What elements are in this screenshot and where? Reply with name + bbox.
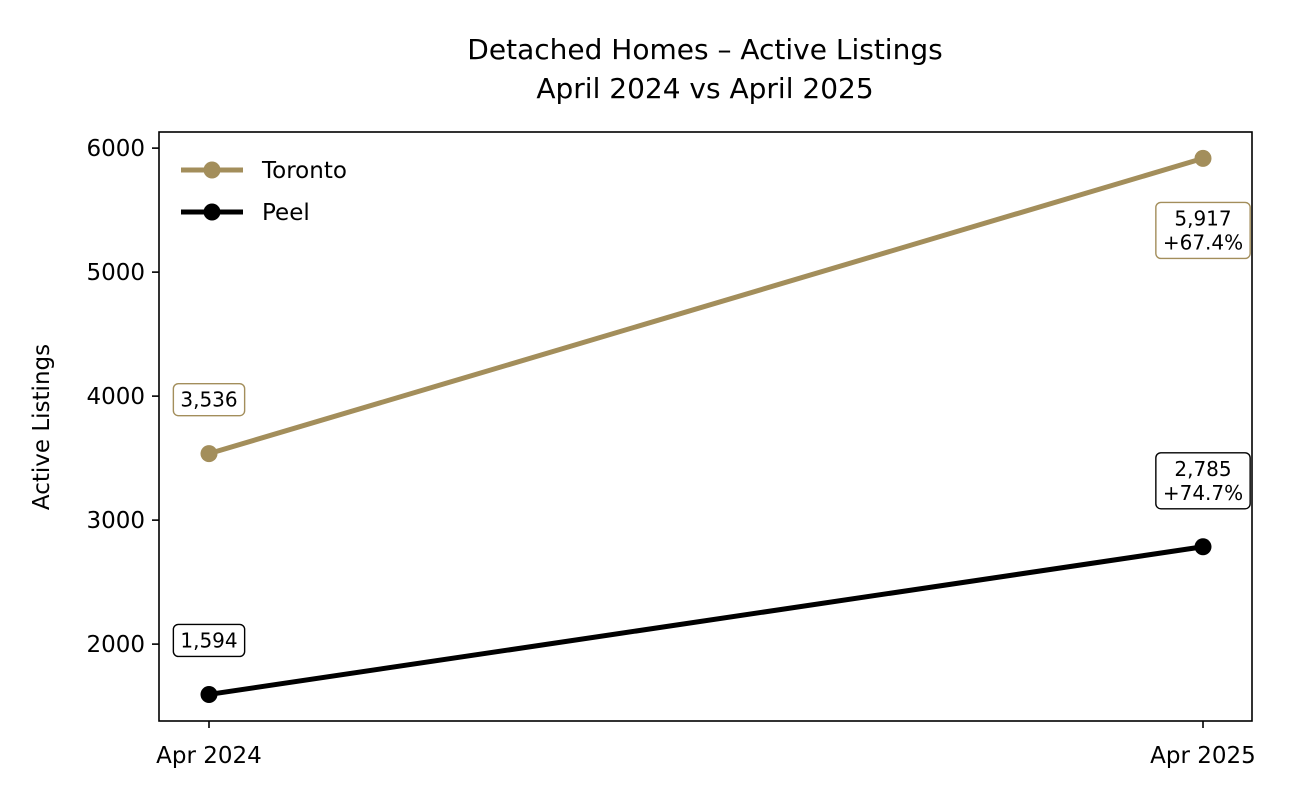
- data-label-text: +67.4%: [1163, 230, 1243, 254]
- y-axis-label: Active Listings: [29, 344, 55, 510]
- data-label-toronto: 5,917+67.4%: [1155, 201, 1251, 260]
- data-point-toronto: [1194, 149, 1212, 167]
- data-label-box: [172, 623, 246, 658]
- data-point-toronto: [200, 445, 218, 463]
- y-tick-label: 2000: [86, 632, 145, 658]
- x-tick-label: Apr 2025: [1150, 743, 1256, 769]
- data-label-text: 5,917: [1174, 206, 1231, 230]
- chart-subtitle: April 2024 vs April 2025: [536, 72, 873, 105]
- legend-label-peel: Peel: [262, 200, 310, 226]
- plot-area: [158, 131, 1253, 722]
- data-label-box: [172, 382, 246, 417]
- data-label-peel: 1,594: [172, 623, 246, 658]
- data-label-peel: 2,785+74.7%: [1155, 452, 1251, 510]
- data-label-box: [1155, 452, 1251, 510]
- series-line-peel: [208, 544, 1204, 697]
- chart-title: Detached Homes – Active Listings: [467, 33, 942, 66]
- y-tick-label: 6000: [86, 136, 145, 162]
- data-point-peel: [200, 685, 218, 703]
- legend: Toronto Peel: [181, 158, 347, 226]
- data-label-text: 3,536: [180, 388, 237, 412]
- y-axis: 2000 3000 4000 5000 6000: [86, 136, 159, 658]
- data-label-text: +74.7%: [1163, 481, 1243, 505]
- data-label-text: 2,785: [1174, 457, 1231, 481]
- y-tick-label: 3000: [86, 508, 145, 534]
- x-axis: Apr 2024 Apr 2025: [156, 721, 1256, 769]
- annotation-layer: 3,536 5,917+67.4% 1,594 2,785+74.7%: [172, 201, 1251, 658]
- x-tick-label: Apr 2024: [156, 743, 262, 769]
- data-label-text: 1,594: [180, 628, 237, 652]
- series-layer: [200, 149, 1212, 703]
- legend-marker-toronto: [203, 161, 221, 179]
- y-tick-label: 5000: [86, 260, 145, 286]
- data-point-peel: [1194, 538, 1212, 556]
- data-label-box: [1155, 201, 1251, 260]
- y-tick-label: 4000: [86, 384, 145, 410]
- legend-label-toronto: Toronto: [261, 158, 347, 184]
- data-label-toronto: 3,536: [172, 382, 246, 417]
- legend-marker-peel: [203, 203, 221, 221]
- series-line-toronto: [208, 156, 1204, 457]
